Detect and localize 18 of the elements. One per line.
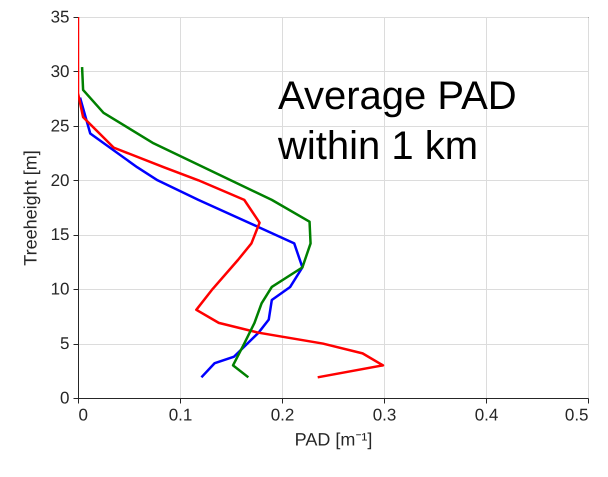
x-tick-label: 0.3	[372, 406, 396, 424]
x-tick-label: 0.2	[270, 406, 294, 424]
x-axis-title: PAD [m⁻¹]	[294, 430, 372, 450]
x-tick-label: 0	[78, 406, 88, 424]
y-tick-label: 15	[50, 225, 70, 244]
annotation: Average PAD	[278, 74, 517, 118]
y-tick-label: 10	[50, 280, 70, 299]
y-axis-title: Treeheight [m]	[20, 150, 41, 266]
y-tick-label: 30	[50, 62, 70, 81]
y-tick-label: 35	[50, 8, 70, 26]
x-tick-label: 0.1	[168, 406, 192, 424]
x-tick-label: 0.5	[564, 406, 588, 424]
x-tick-label: 0.4	[474, 406, 498, 424]
y-tick-label: 5	[60, 334, 70, 354]
y-tick-label: 20	[50, 170, 70, 190]
y-tick-label: 0	[60, 388, 70, 408]
y-tick-label: 25	[50, 116, 70, 136]
annotation: within 1 km	[277, 124, 478, 168]
